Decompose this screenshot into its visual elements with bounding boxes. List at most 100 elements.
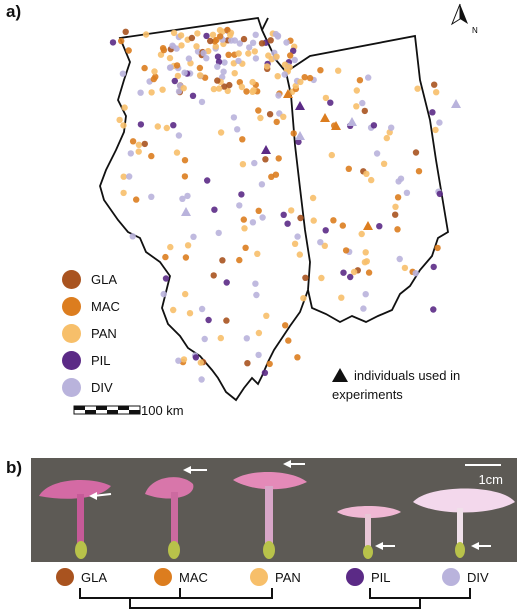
occurrence-dot [415, 168, 423, 175]
triangle-legend-line1: individuals used in [354, 368, 461, 383]
occurrence-dot [275, 155, 282, 162]
occurrence-dot [171, 77, 178, 85]
flower-gla [39, 480, 112, 559]
occurrence-dot [280, 113, 287, 121]
occurrence-dot [362, 291, 369, 298]
flowers-svg [39, 460, 515, 559]
taxon-dot-mac [154, 568, 172, 586]
occurrence-dot [273, 118, 280, 126]
occurrence-dot [119, 70, 127, 77]
occurrence-dot [200, 50, 207, 57]
occurrence-dot [175, 357, 182, 364]
occurrence-dot [224, 26, 231, 34]
occurrence-dot [223, 317, 230, 324]
occurrence-dot [174, 72, 182, 80]
taxon-label: PAN [275, 569, 301, 585]
occurrence-dot [358, 230, 365, 238]
phylogeny-tree [79, 588, 471, 609]
occurrence-dot [302, 274, 309, 281]
occurrence-dot [135, 148, 142, 155]
occurrence-dot [251, 159, 258, 167]
occurrence-dot [245, 50, 252, 57]
occurrence-dot [353, 87, 360, 94]
occurrence-dot [266, 111, 274, 118]
occurrence-dot [321, 242, 328, 249]
occurrence-dot [388, 124, 395, 131]
experiment-triangle [261, 145, 271, 154]
occurrence-dot [300, 295, 307, 302]
occurrence-dot [280, 211, 287, 218]
occurrence-dot [330, 217, 337, 224]
occurrence-dot [240, 216, 247, 223]
occurrence-dot [297, 78, 304, 86]
occurrence-dot [255, 351, 262, 359]
occurrence-dot [150, 75, 157, 83]
experiment-triangle [283, 89, 293, 98]
occurrence-dot [252, 31, 259, 38]
occurrence-dot [179, 195, 186, 202]
occurrence-dot [214, 53, 222, 60]
occurrence-dot [186, 310, 194, 317]
panel-label-a: a) [6, 2, 22, 21]
occurrence-dot [436, 190, 443, 198]
occurrence-dot [201, 74, 209, 81]
occurrence-dot [151, 68, 158, 75]
occurrence-dot [361, 259, 369, 266]
taxon-dot-gla [56, 568, 74, 586]
experiment-triangle [295, 101, 305, 110]
occurrence-dot [262, 156, 269, 163]
occurrence-dot [190, 233, 197, 240]
legend-item-div: DIV [62, 376, 120, 398]
occurrence-dot [211, 38, 218, 45]
occurrence-dot [376, 223, 383, 230]
occurrence-dot [258, 181, 266, 188]
occurrence-dot [173, 149, 181, 156]
occurrence-dot [429, 109, 436, 116]
occurrence-dot [339, 222, 346, 229]
occurrence-dot [209, 31, 217, 38]
occurrence-dot [365, 74, 372, 81]
occurrence-dot [193, 43, 200, 50]
occurrence-dot [166, 54, 174, 62]
triangle-legend-line2: experiments [332, 387, 403, 402]
occurrence-dot [178, 42, 185, 49]
occurrence-dot [184, 192, 191, 200]
occurrence-dot [173, 62, 181, 69]
occurrence-dot [272, 171, 280, 178]
occurrence-dot [249, 88, 256, 96]
occurrence-dot [182, 254, 190, 261]
occurrence-dot [141, 140, 148, 148]
occurrence-dot [255, 107, 262, 114]
occurrence-dot [283, 39, 290, 46]
occurrence-dot [258, 40, 266, 47]
taxon-gla: GLA [56, 566, 107, 588]
occurrence-dot [267, 37, 274, 44]
occurrence-dot [227, 31, 234, 39]
occurrence-dot [414, 85, 421, 92]
occurrence-dot [162, 275, 170, 282]
taxa-row: GLA MAC PAN PIL DIV [56, 566, 516, 588]
occurrence-dot [234, 126, 241, 133]
experiment-triangle [451, 99, 461, 108]
taxon-mac: MAC [154, 566, 208, 588]
experiment-triangle [363, 221, 373, 230]
taxon-label: DIV [467, 569, 489, 585]
occurrence-dot [217, 334, 224, 342]
occurrence-dot [160, 290, 167, 298]
occurrence-dot [242, 244, 249, 251]
occurrence-dot [244, 360, 251, 367]
occurrence-dot [272, 30, 280, 38]
occurrence-dot [295, 138, 302, 146]
occurrence-dot [412, 149, 420, 156]
occurrence-dot [290, 47, 297, 54]
occurrence-dot [433, 89, 440, 96]
occurrence-dot [259, 214, 266, 221]
occurrence-dot [170, 29, 178, 37]
legend-item-gla: GLA [62, 268, 120, 290]
occurrence-dot [154, 123, 161, 130]
occurrence-dot [210, 85, 218, 93]
occurrence-dot [169, 42, 176, 49]
occurrence-dot [148, 152, 155, 160]
occurrence-dot [249, 219, 257, 226]
occurrence-dot [223, 279, 230, 286]
